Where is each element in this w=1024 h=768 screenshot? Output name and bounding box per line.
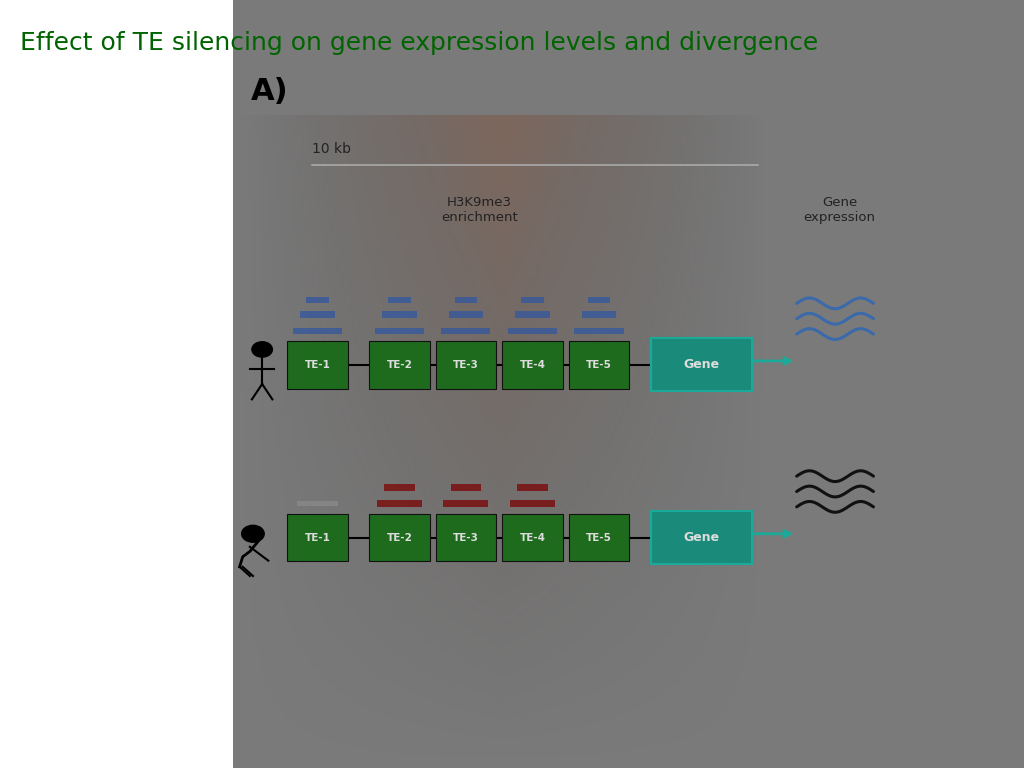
Bar — [588, 297, 610, 303]
Bar — [306, 297, 329, 303]
Bar — [515, 311, 550, 318]
FancyBboxPatch shape — [502, 341, 563, 389]
Bar — [375, 327, 424, 335]
Bar — [510, 501, 555, 508]
FancyBboxPatch shape — [287, 514, 347, 561]
Text: TE-4: TE-4 — [519, 359, 546, 370]
FancyBboxPatch shape — [287, 341, 347, 389]
Text: TE-2: TE-2 — [386, 359, 413, 370]
Text: TE-1: TE-1 — [304, 359, 331, 370]
Bar — [293, 327, 342, 335]
Text: Gene: Gene — [683, 359, 720, 371]
Bar — [574, 327, 624, 335]
Bar — [377, 501, 422, 508]
Bar — [382, 311, 417, 318]
Text: TE-4: TE-4 — [519, 532, 546, 543]
FancyBboxPatch shape — [369, 514, 430, 561]
FancyBboxPatch shape — [569, 514, 629, 561]
Circle shape — [252, 342, 272, 357]
Bar — [449, 311, 483, 318]
Bar — [521, 297, 544, 303]
FancyBboxPatch shape — [651, 338, 752, 391]
FancyBboxPatch shape — [651, 511, 752, 564]
Text: Gene: Gene — [683, 531, 720, 544]
Text: Effect of TE silencing on gene expression levels and divergence: Effect of TE silencing on gene expressio… — [20, 31, 819, 55]
Text: A): A) — [251, 77, 289, 106]
Text: TE-1: TE-1 — [304, 532, 331, 543]
Bar — [517, 484, 548, 492]
Bar — [451, 484, 481, 492]
FancyBboxPatch shape — [436, 341, 496, 389]
Circle shape — [242, 525, 264, 542]
Text: Gene
expression: Gene expression — [804, 196, 876, 223]
Text: TE-3: TE-3 — [453, 359, 479, 370]
Text: TE-3: TE-3 — [453, 532, 479, 543]
FancyBboxPatch shape — [369, 341, 430, 389]
Bar — [455, 297, 477, 303]
Bar — [443, 501, 488, 508]
Text: TE-5: TE-5 — [586, 359, 612, 370]
Bar — [582, 311, 616, 318]
Text: TE-5: TE-5 — [586, 532, 612, 543]
Bar — [384, 484, 415, 492]
Bar — [300, 311, 335, 318]
Bar — [441, 327, 490, 335]
Bar — [233, 0, 1024, 768]
Bar — [388, 297, 411, 303]
FancyBboxPatch shape — [436, 514, 496, 561]
FancyBboxPatch shape — [502, 514, 563, 561]
FancyBboxPatch shape — [569, 341, 629, 389]
Bar — [508, 327, 557, 335]
Text: 10 kb: 10 kb — [312, 142, 351, 156]
Text: H3K9me3
enrichment: H3K9me3 enrichment — [441, 196, 517, 223]
Bar — [297, 502, 338, 507]
Text: TE-2: TE-2 — [386, 532, 413, 543]
